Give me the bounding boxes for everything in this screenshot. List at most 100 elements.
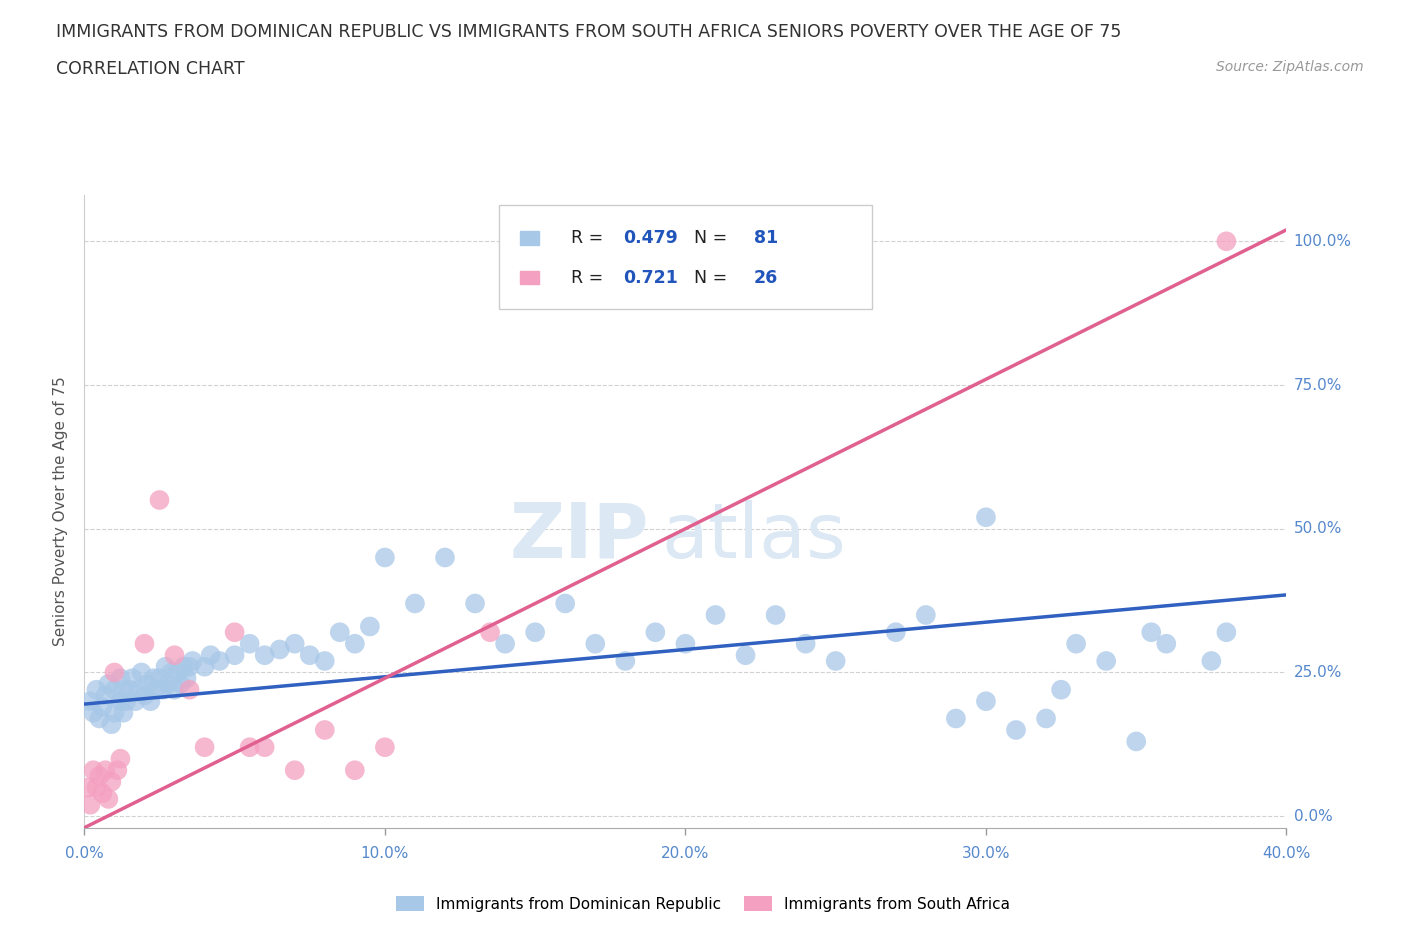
Point	[359, 619, 381, 634]
Point	[145, 683, 167, 698]
Bar	[520, 232, 540, 246]
Bar	[520, 271, 540, 285]
Point	[134, 636, 156, 651]
Point	[298, 648, 321, 663]
Text: 0.0%: 0.0%	[1294, 809, 1333, 824]
Point	[583, 636, 606, 651]
Point	[554, 596, 576, 611]
Point	[208, 654, 231, 669]
Point	[374, 739, 396, 754]
Point	[166, 665, 188, 680]
Point	[148, 671, 170, 685]
Point	[179, 659, 201, 674]
Text: 0.721: 0.721	[623, 269, 678, 286]
Point	[374, 550, 396, 565]
Point	[134, 688, 156, 703]
Point	[110, 751, 132, 766]
Point	[136, 676, 159, 691]
Point	[127, 683, 149, 698]
Point	[97, 791, 120, 806]
Point	[675, 636, 697, 651]
Point	[284, 636, 307, 651]
Point	[160, 665, 183, 680]
Text: CORRELATION CHART: CORRELATION CHART	[56, 60, 245, 78]
Point	[112, 705, 135, 720]
Point	[794, 636, 817, 651]
Point	[103, 705, 125, 720]
Point	[121, 671, 143, 685]
Point	[329, 625, 352, 640]
Point	[524, 625, 547, 640]
Point	[179, 683, 201, 698]
Point	[100, 775, 122, 790]
Point	[86, 683, 108, 698]
Point	[704, 607, 727, 622]
Point	[89, 711, 111, 726]
Point	[239, 636, 262, 651]
Legend: Immigrants from Dominican Republic, Immigrants from South Africa: Immigrants from Dominican Republic, Immi…	[389, 889, 1017, 918]
Point	[103, 683, 125, 698]
Point	[82, 705, 104, 720]
Point	[314, 654, 336, 669]
Point	[155, 659, 177, 674]
Point	[1064, 636, 1087, 651]
Point	[343, 636, 366, 651]
Point	[1050, 683, 1073, 698]
Text: N =: N =	[683, 269, 733, 286]
Point	[464, 596, 486, 611]
Point	[124, 694, 146, 709]
Text: 100.0%: 100.0%	[1294, 233, 1351, 249]
Point	[157, 676, 180, 691]
Point	[765, 607, 787, 622]
Point	[176, 671, 198, 685]
Point	[884, 625, 907, 640]
Point	[112, 683, 135, 698]
Point	[94, 763, 117, 777]
Point	[945, 711, 967, 726]
Point	[163, 683, 186, 698]
Point	[974, 510, 997, 525]
Point	[1125, 734, 1147, 749]
Point	[118, 683, 141, 698]
Point	[82, 763, 104, 777]
Point	[434, 550, 457, 565]
Text: 0.479: 0.479	[623, 230, 678, 247]
Point	[494, 636, 516, 651]
Point	[79, 797, 101, 812]
Point	[131, 665, 153, 680]
Text: 81: 81	[754, 230, 778, 247]
Text: 30.0%: 30.0%	[962, 846, 1010, 861]
Text: IMMIGRANTS FROM DOMINICAN REPUBLIC VS IMMIGRANTS FROM SOUTH AFRICA SENIORS POVER: IMMIGRANTS FROM DOMINICAN REPUBLIC VS IM…	[56, 23, 1122, 41]
Point	[343, 763, 366, 777]
Point	[253, 648, 276, 663]
Point	[404, 596, 426, 611]
Point	[644, 625, 666, 640]
Point	[269, 642, 291, 657]
Point	[152, 683, 174, 698]
Text: N =: N =	[683, 230, 733, 247]
Point	[614, 654, 637, 669]
Point	[139, 694, 162, 709]
Point	[1215, 625, 1237, 640]
Point	[163, 648, 186, 663]
Point	[115, 694, 138, 709]
Text: 20.0%: 20.0%	[661, 846, 710, 861]
Point	[100, 717, 122, 732]
Text: R =: R =	[571, 230, 609, 247]
Point	[169, 676, 191, 691]
Point	[103, 665, 125, 680]
Point	[915, 607, 938, 622]
Point	[110, 694, 132, 709]
Point	[1035, 711, 1057, 726]
Point	[824, 654, 846, 669]
Point	[194, 739, 217, 754]
Point	[94, 688, 117, 703]
Text: 0.0%: 0.0%	[65, 846, 104, 861]
Point	[734, 648, 756, 663]
Point	[194, 659, 217, 674]
Point	[253, 739, 276, 754]
Point	[1095, 654, 1118, 669]
Point	[97, 676, 120, 691]
Point	[284, 763, 307, 777]
Point	[91, 786, 114, 801]
